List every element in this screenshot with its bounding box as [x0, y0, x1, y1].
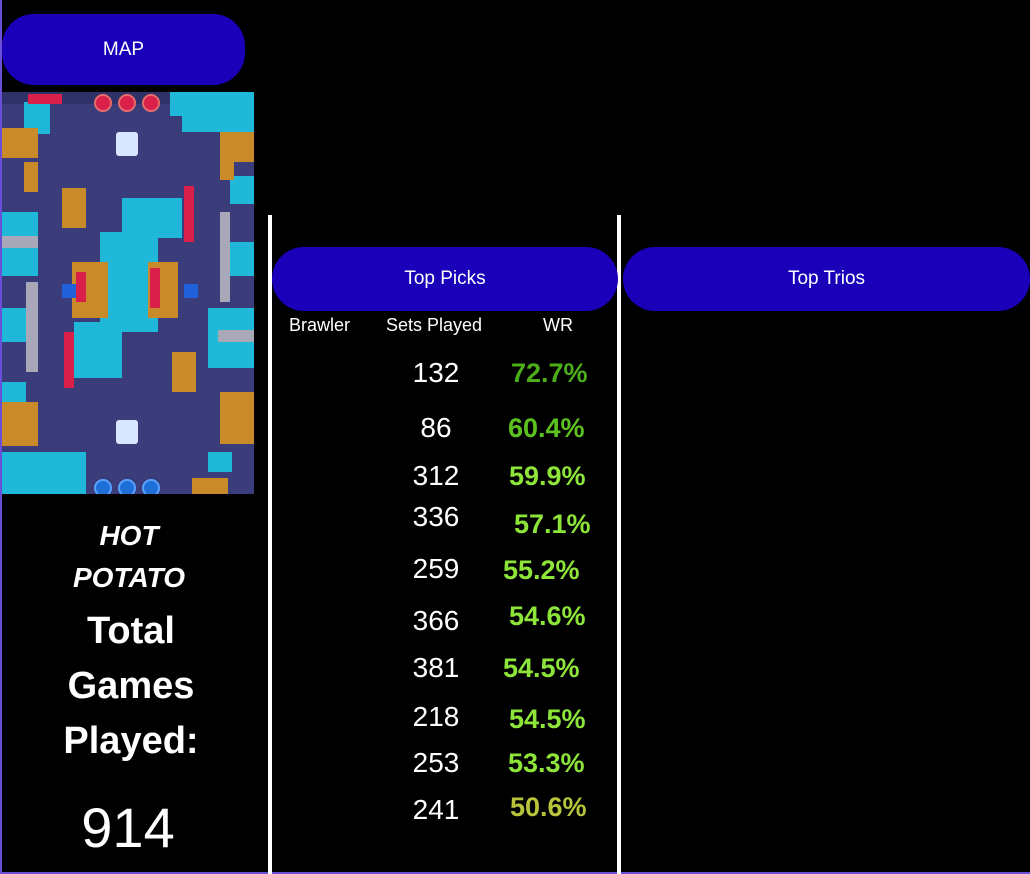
sets-played-value: 336	[412, 501, 460, 532]
win-rate-value: 54.6%	[509, 601, 586, 631]
total-games-value: 914	[81, 796, 175, 859]
top-trios-header-label: Top Trios	[787, 268, 866, 289]
win-rate-value: 53.3%	[508, 748, 585, 778]
sets-played-value: 381	[412, 652, 460, 683]
win-rate-value: 60.4%	[508, 413, 585, 443]
column-header-sets-played: Sets Played	[386, 315, 483, 335]
map-name-line1: HOT	[99, 520, 159, 551]
win-rate-value: 54.5%	[509, 704, 586, 734]
sets-played-value: 259	[412, 553, 460, 584]
win-rate-value: 50.6%	[510, 792, 587, 822]
map-image	[2, 92, 254, 494]
column-divider-right	[617, 215, 621, 874]
top-trios-header: Top Trios	[623, 247, 1030, 311]
frame-border-bottom	[0, 872, 1030, 874]
map-name-line2: POTATO	[73, 562, 185, 593]
win-rate-value: 72.7%	[511, 358, 588, 388]
total-label-line2: Games	[67, 665, 195, 707]
sets-played-value: 86	[420, 412, 452, 443]
column-divider-left	[268, 215, 272, 874]
column-header-wr: WR	[543, 315, 573, 335]
win-rate-value: 57.1%	[514, 509, 591, 539]
win-rate-value: 54.5%	[503, 653, 580, 683]
sets-played-value: 132	[412, 357, 460, 388]
frame-border-left	[0, 0, 2, 874]
total-label-line3: Played:	[63, 720, 199, 762]
column-header-brawler: Brawler	[289, 315, 351, 335]
map-header-label: MAP	[102, 38, 145, 60]
top-picks-header: Top Picks	[272, 247, 618, 311]
top-picks-header-label: Top Picks	[404, 268, 486, 289]
win-rate-value: 59.9%	[509, 461, 586, 491]
sets-played-value: 241	[412, 794, 460, 825]
sets-played-value: 218	[412, 701, 460, 732]
map-header: MAP	[2, 14, 245, 85]
win-rate-value: 55.2%	[503, 555, 580, 585]
sets-played-value: 366	[412, 605, 460, 636]
sets-played-value: 312	[412, 460, 460, 491]
sets-played-value: 253	[412, 747, 460, 778]
total-label-line1: Total	[87, 610, 175, 652]
